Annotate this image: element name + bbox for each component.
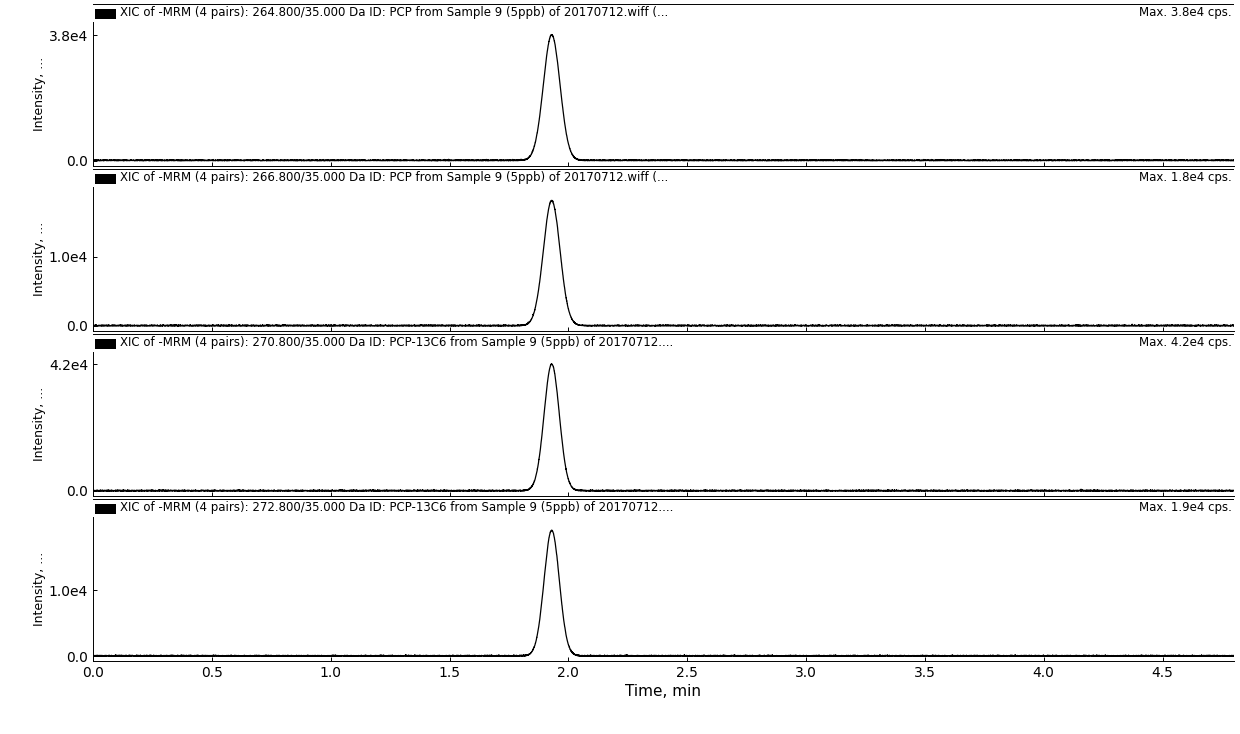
Text: XIC of -MRM (4 pairs): 266.800/35.000 Da ID: PCP from Sample 9 (5ppb) of 2017071: XIC of -MRM (4 pairs): 266.800/35.000 Da… [120,171,668,184]
Y-axis label: Intensity, ...: Intensity, ... [33,222,46,296]
Bar [95,174,115,184]
Bar [95,9,115,19]
Text: Max. 1.8e4 cps.: Max. 1.8e4 cps. [1138,171,1231,184]
Y-axis label: Intensity, ...: Intensity, ... [33,387,46,461]
Text: Max. 1.9e4 cps.: Max. 1.9e4 cps. [1138,501,1231,515]
Text: Max. 4.2e4 cps.: Max. 4.2e4 cps. [1138,336,1231,349]
Text: XIC of -MRM (4 pairs): 270.800/35.000 Da ID: PCP-13C6 from Sample 9 (5ppb) of 20: XIC of -MRM (4 pairs): 270.800/35.000 Da… [120,336,673,349]
Bar [95,339,115,349]
Bar [95,504,115,515]
Y-axis label: Intensity, ...: Intensity, ... [33,57,46,131]
Y-axis label: Intensity, ...: Intensity, ... [33,552,46,626]
X-axis label: Time, min: Time, min [625,684,702,700]
Text: Max. 3.8e4 cps.: Max. 3.8e4 cps. [1138,6,1231,19]
Text: XIC of -MRM (4 pairs): 272.800/35.000 Da ID: PCP-13C6 from Sample 9 (5ppb) of 20: XIC of -MRM (4 pairs): 272.800/35.000 Da… [120,501,673,515]
Text: XIC of -MRM (4 pairs): 264.800/35.000 Da ID: PCP from Sample 9 (5ppb) of 2017071: XIC of -MRM (4 pairs): 264.800/35.000 Da… [120,6,668,19]
